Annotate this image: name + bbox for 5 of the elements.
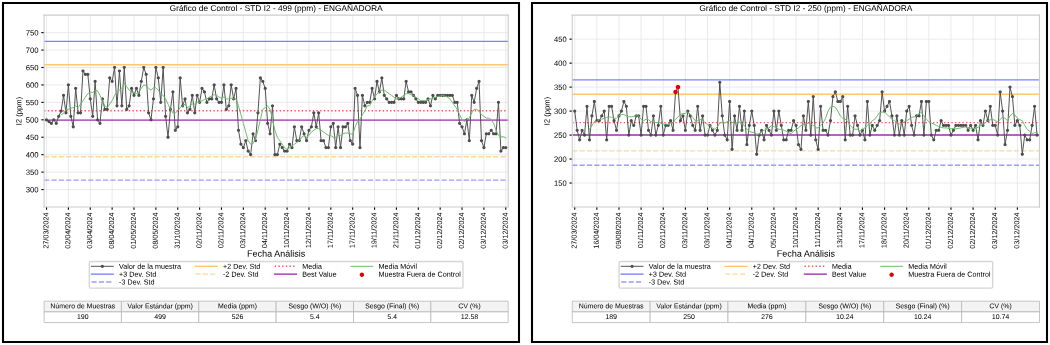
chart-title: Gráfico de Control - STD I2 - 499 (ppm) - ENGAÑADORA [170,3,383,13]
x-axis-title: Fecha Análisis [247,249,305,257]
line-series [588,105,1038,135]
x-axis-title: Fecha Análisis [777,249,835,257]
chart-title: Gráfico de Control - STD I2 - 250 (ppm) - ENGAÑADORA [699,3,913,13]
